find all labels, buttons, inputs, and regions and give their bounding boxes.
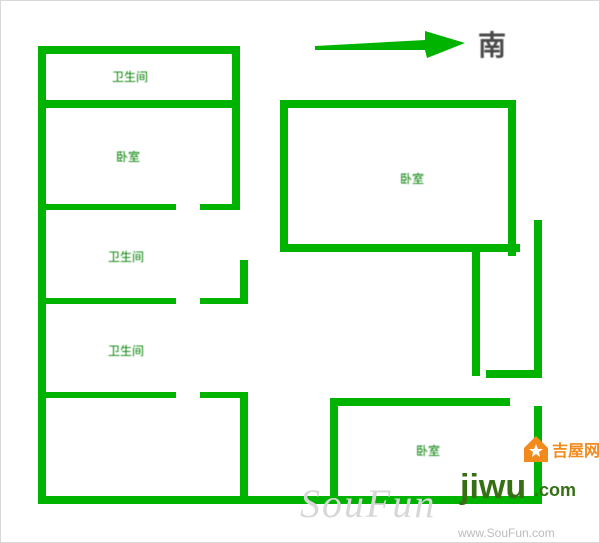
wall-segment <box>280 244 520 252</box>
wall-segment <box>38 46 238 54</box>
wall-segment <box>232 100 240 210</box>
room-label: 卧室 <box>116 148 140 165</box>
north-arrow-icon <box>315 28 465 58</box>
wall-segment <box>280 100 288 250</box>
wall-segment <box>486 370 542 378</box>
watermark-soufun-url: www.SouFun.com <box>458 526 555 540</box>
floorplan-canvas: 卫生间卧室卧室卫生间卫生间卧室南SouFunwww.SouFun.com吉屋网j… <box>0 0 600 543</box>
wall-segment <box>46 204 176 210</box>
image-frame <box>0 0 600 543</box>
wall-segment <box>38 46 46 504</box>
wall-segment <box>46 100 238 108</box>
wall-segment <box>200 204 240 210</box>
wall-segment <box>280 100 516 108</box>
wall-segment <box>508 100 516 256</box>
wall-segment <box>330 398 510 406</box>
room-label: 卧室 <box>400 170 424 187</box>
room-label: 卫生间 <box>108 342 144 359</box>
watermark-jiwu-com: .com <box>534 480 576 501</box>
wall-segment <box>46 392 176 398</box>
wall-segment <box>534 220 542 376</box>
room-label: 卫生间 <box>112 68 148 85</box>
wall-segment <box>232 46 240 108</box>
watermark-jiwu-url: jiwu <box>460 468 526 507</box>
wall-segment <box>472 244 480 376</box>
wall-segment <box>240 260 248 304</box>
watermark-jiwu-badge: 吉屋网 <box>522 432 600 466</box>
room-label: 卧室 <box>416 442 440 459</box>
wall-segment <box>46 298 176 304</box>
watermark-soufun: SouFun <box>300 480 436 527</box>
compass-label: 南 <box>478 24 506 64</box>
wall-segment <box>240 392 248 504</box>
room-label: 卫生间 <box>108 248 144 265</box>
svg-text:吉屋网: 吉屋网 <box>552 441 600 460</box>
